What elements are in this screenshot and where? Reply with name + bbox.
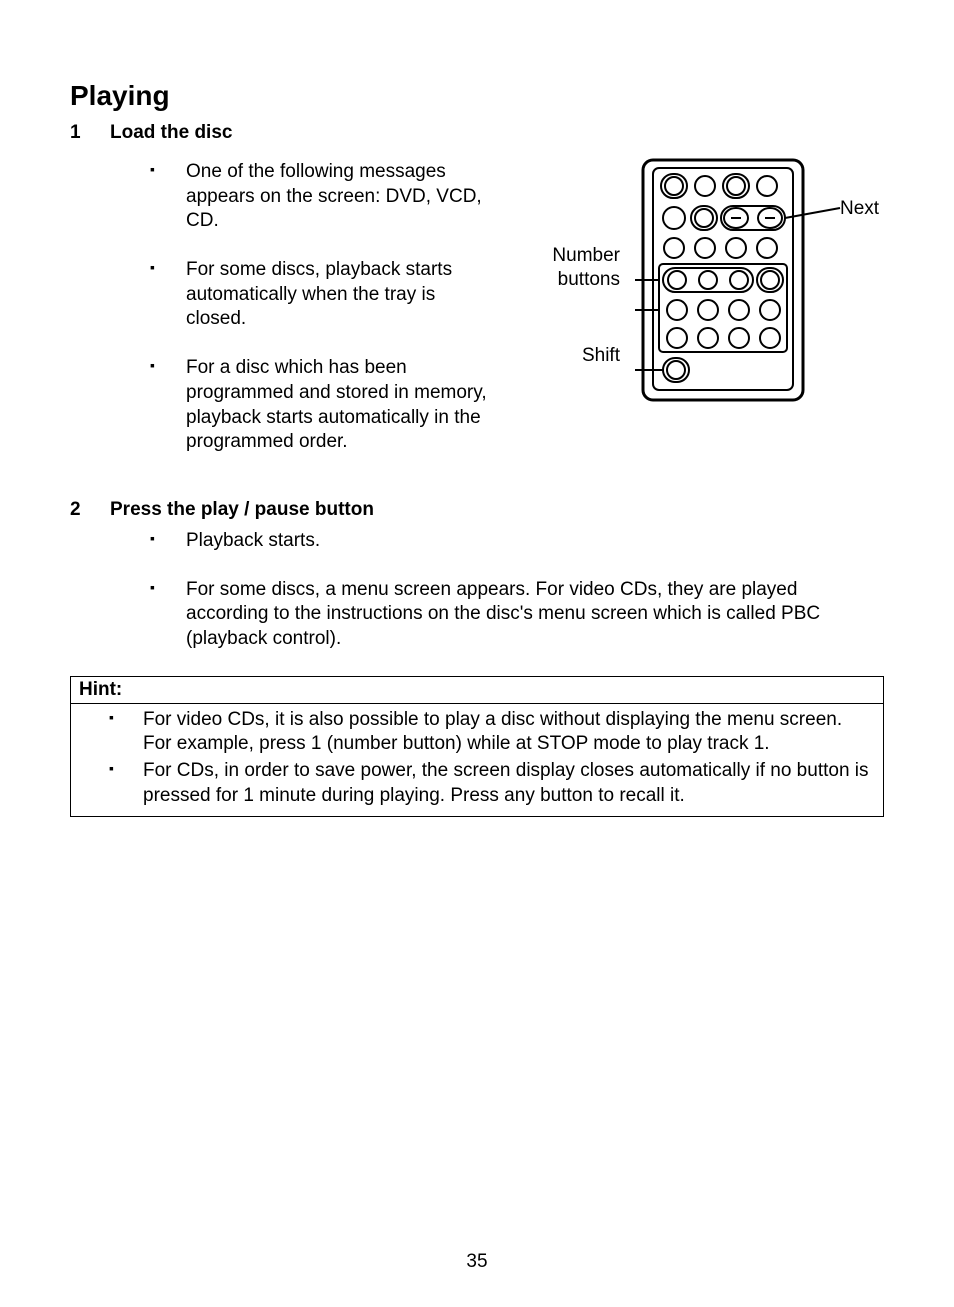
- step-1-bullets: One of the following messages appears on…: [70, 160, 490, 455]
- list-item: For some discs, playback starts automati…: [150, 258, 490, 332]
- step-2-number: 2: [70, 499, 110, 521]
- list-item: Playback starts.: [150, 529, 884, 554]
- remote-diagram: [635, 152, 855, 412]
- step-1-title: Load the disc: [110, 122, 232, 144]
- step-1: 1 Load the disc: [70, 122, 884, 144]
- step-1-number: 1: [70, 122, 110, 144]
- hint-title: Hint:: [71, 677, 883, 704]
- step-2-title: Press the play / pause button: [110, 499, 374, 521]
- page-number: 35: [0, 1251, 954, 1273]
- list-item: One of the following messages appears on…: [150, 160, 490, 234]
- remote-diagram-area: Number buttons Shift Next: [490, 152, 884, 412]
- step-2: 2 Press the play / pause button: [70, 499, 884, 521]
- list-item: For CDs, in order to save power, the scr…: [109, 759, 875, 808]
- step-1-text-column: One of the following messages appears on…: [70, 152, 490, 479]
- hint-body: For video CDs, it is also possible to pl…: [71, 704, 883, 817]
- list-item: For video CDs, it is also possible to pl…: [109, 708, 875, 757]
- label-shift: Shift: [490, 344, 620, 368]
- hint-box: Hint: For video CDs, it is also possible…: [70, 676, 884, 818]
- step-2-bullets: Playback starts. For some discs, a menu …: [70, 529, 884, 652]
- label-number-buttons: Number buttons: [490, 244, 620, 292]
- page-title: Playing: [70, 80, 884, 112]
- step-1-content-row: One of the following messages appears on…: [70, 152, 884, 479]
- page: Playing 1 Load the disc One of the follo…: [0, 0, 954, 1307]
- list-item: For a disc which has been programmed and…: [150, 356, 490, 455]
- list-item: For some discs, a menu screen appears. F…: [150, 578, 884, 652]
